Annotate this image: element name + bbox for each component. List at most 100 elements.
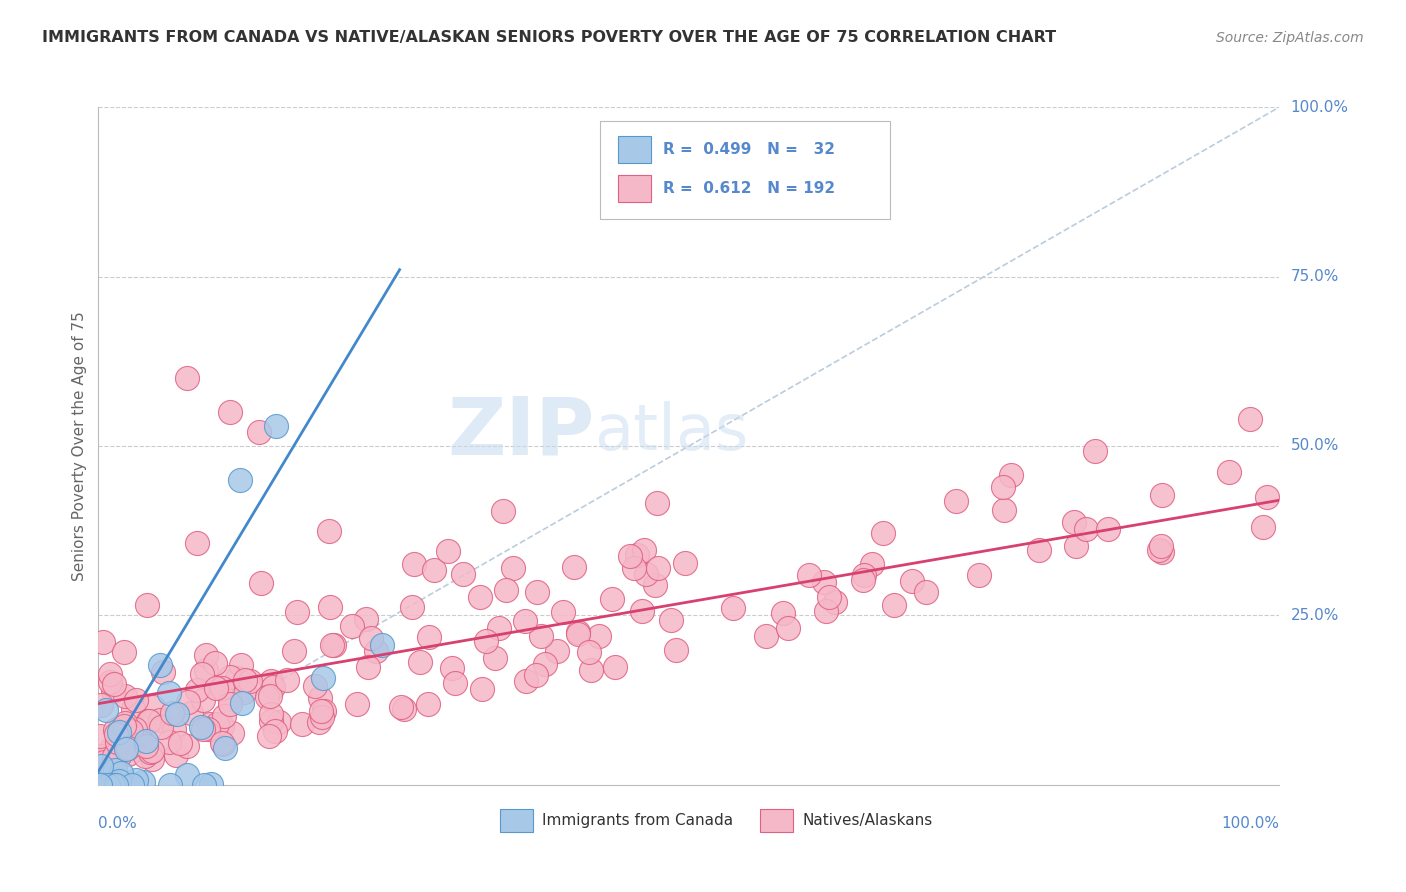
Point bbox=[524, 668, 547, 682]
Text: 100.0%: 100.0% bbox=[1291, 100, 1348, 114]
FancyBboxPatch shape bbox=[619, 175, 651, 202]
Point bbox=[247, 425, 270, 440]
Point bbox=[138, 714, 160, 728]
Point bbox=[311, 710, 333, 724]
Point bbox=[776, 621, 799, 635]
Point bbox=[488, 621, 510, 635]
Point bbox=[212, 737, 235, 751]
Text: 50.0%: 50.0% bbox=[1291, 439, 1339, 453]
Point bbox=[104, 764, 127, 778]
Point bbox=[915, 584, 938, 599]
Point bbox=[108, 720, 131, 734]
Point bbox=[993, 503, 1015, 517]
Point bbox=[562, 560, 585, 574]
Point bbox=[346, 698, 368, 712]
Point bbox=[176, 739, 198, 754]
Point bbox=[91, 634, 114, 648]
Point bbox=[108, 748, 131, 763]
Point bbox=[135, 739, 157, 754]
Point bbox=[495, 583, 517, 598]
Point bbox=[633, 543, 655, 558]
Point bbox=[308, 691, 330, 706]
Point bbox=[1028, 542, 1050, 557]
Point bbox=[389, 700, 412, 714]
Point bbox=[283, 644, 305, 658]
Point bbox=[360, 631, 382, 645]
Point bbox=[534, 657, 557, 671]
Point bbox=[436, 544, 458, 558]
Text: Natives/Alaskans: Natives/Alaskans bbox=[803, 813, 932, 828]
Point bbox=[226, 671, 249, 685]
Point bbox=[176, 371, 198, 385]
Point bbox=[114, 716, 136, 731]
Point bbox=[89, 778, 111, 792]
Point bbox=[264, 723, 287, 738]
Point bbox=[100, 758, 122, 772]
Point bbox=[89, 729, 111, 743]
Point bbox=[194, 648, 217, 663]
Point bbox=[308, 715, 330, 730]
Point bbox=[101, 778, 124, 792]
Point bbox=[186, 535, 208, 549]
Point bbox=[567, 627, 589, 641]
Point bbox=[239, 673, 262, 688]
Point bbox=[304, 679, 326, 693]
Point bbox=[98, 667, 121, 681]
Point bbox=[402, 557, 425, 571]
Point bbox=[93, 755, 115, 769]
Point bbox=[588, 629, 610, 643]
Text: 0.0%: 0.0% bbox=[98, 815, 138, 830]
Point bbox=[755, 629, 778, 643]
Point bbox=[117, 741, 139, 756]
Point bbox=[134, 748, 156, 763]
Point bbox=[90, 758, 112, 772]
Point bbox=[815, 604, 838, 618]
Point bbox=[401, 599, 423, 614]
Point bbox=[636, 567, 658, 582]
Point bbox=[797, 568, 820, 582]
Point bbox=[475, 633, 498, 648]
Point bbox=[264, 418, 287, 433]
Point bbox=[644, 578, 666, 592]
Point bbox=[1251, 519, 1274, 533]
Point bbox=[218, 697, 240, 711]
Point bbox=[191, 667, 214, 681]
Point bbox=[673, 556, 696, 570]
Point bbox=[114, 689, 136, 703]
Point bbox=[645, 496, 668, 510]
Point bbox=[318, 524, 340, 538]
Text: R =  0.499   N =   32: R = 0.499 N = 32 bbox=[664, 142, 835, 157]
Point bbox=[321, 638, 343, 652]
Point bbox=[176, 768, 198, 782]
Point bbox=[197, 722, 219, 736]
Point bbox=[221, 725, 243, 739]
Point bbox=[157, 734, 180, 748]
Point bbox=[204, 657, 226, 671]
Point bbox=[120, 728, 142, 742]
Point bbox=[200, 777, 222, 791]
Point bbox=[211, 719, 233, 733]
Point bbox=[112, 719, 135, 733]
Point bbox=[631, 603, 654, 617]
Point bbox=[1218, 465, 1240, 479]
Point bbox=[94, 703, 117, 717]
Point bbox=[1074, 522, 1097, 536]
Point bbox=[579, 664, 602, 678]
Point bbox=[546, 644, 568, 658]
Point bbox=[1064, 540, 1087, 554]
Point bbox=[392, 702, 415, 716]
Point bbox=[502, 561, 524, 575]
Point bbox=[418, 630, 440, 644]
Point bbox=[665, 643, 688, 657]
Point bbox=[97, 778, 120, 792]
Point bbox=[90, 776, 112, 790]
Point bbox=[219, 405, 242, 419]
Point bbox=[340, 619, 363, 633]
Point bbox=[120, 724, 142, 739]
Point bbox=[817, 591, 839, 605]
Point bbox=[166, 707, 188, 722]
Point bbox=[136, 599, 159, 613]
Point bbox=[772, 606, 794, 620]
Point bbox=[205, 717, 228, 731]
Point bbox=[98, 674, 121, 689]
